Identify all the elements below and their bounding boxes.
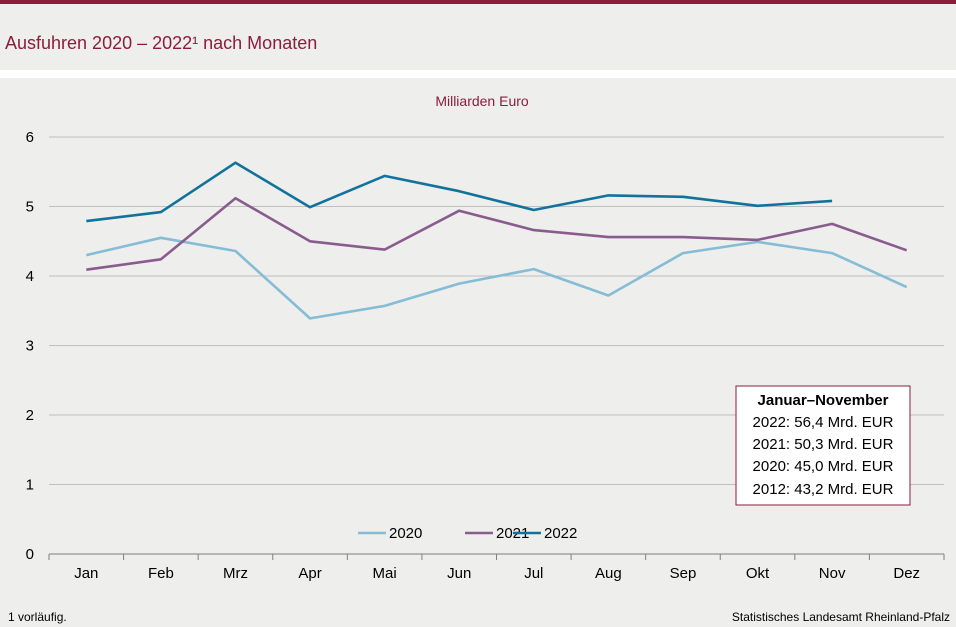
x-tick-label: Feb [148,565,174,582]
y-tick-label: 4 [26,268,34,285]
x-tick-label: Sep [670,565,697,582]
top-accent-bar [0,0,956,4]
info-box-line-2021: 2021: 50,3 Mrd. EUR [753,436,894,453]
legend-label-2021: 2021 [496,525,529,542]
x-axis-ticks: Jan Feb Mrz Apr Mai Jun Jul Aug Sep Okt Nov Dez [48,554,945,582]
x-tick-label: Mai [373,565,397,582]
y-tick-label: 5 [26,199,34,216]
info-box-frame [735,385,911,506]
x-tick-label: Jun [447,565,471,582]
info-box-title: Januar–November [758,392,889,409]
series-line-2022 [86,161,833,223]
y-tick-label: 6 [26,129,34,146]
separator [0,70,956,78]
series-line-2020 [86,236,908,320]
y-tick-label: 2 [26,407,34,424]
line-chart: 0 1 2 3 4 5 6 Jan Feb Mrz Apr Mai Jun Jul Aug Sep Okt No… [26,93,945,582]
series-lines [86,161,908,320]
legend-label-2022: 2022 [544,525,577,542]
title-bar: Ausfuhren 2020 – 2022¹ nach Monaten [0,4,956,70]
source-credit: Statistisches Landesamt Rheinland-Pfalz [731,610,950,624]
info-box: Januar–November 2022: 56,4 Mrd. EUR 2021… [735,385,911,506]
x-tick-label: Apr [298,565,321,582]
page-title: Ausfuhren 2020 – 2022¹ nach Monaten [5,33,318,53]
y-tick-label: 3 [26,338,34,355]
footnote: 1 vorläufig. [8,610,67,624]
x-tick-label: Okt [746,565,770,582]
series-line-2021 [86,196,908,271]
y-tick-label: 0 [26,546,34,563]
x-tick-label: Aug [595,565,622,582]
x-tick-label: Jan [74,565,98,582]
x-tick-label: Jul [524,565,543,582]
info-box-line-2022: 2022: 56,4 Mrd. EUR [753,414,894,431]
info-box-line-2020: 2020: 45,0 Mrd. EUR [753,458,894,475]
info-box-line-2012: 2012: 43,2 Mrd. EUR [753,481,894,498]
legend: 2020 2021 2022 [358,525,577,542]
y-tick-label: 1 [26,477,34,494]
x-tick-label: Mrz [223,565,248,582]
legend-label-2020: 2020 [389,525,422,542]
x-tick-label: Nov [819,565,846,582]
x-tick-label: Dez [893,565,920,582]
chart-subtitle: Milliarden Euro [435,93,529,109]
y-axis-ticks: 0 1 2 3 4 5 6 [26,129,34,563]
